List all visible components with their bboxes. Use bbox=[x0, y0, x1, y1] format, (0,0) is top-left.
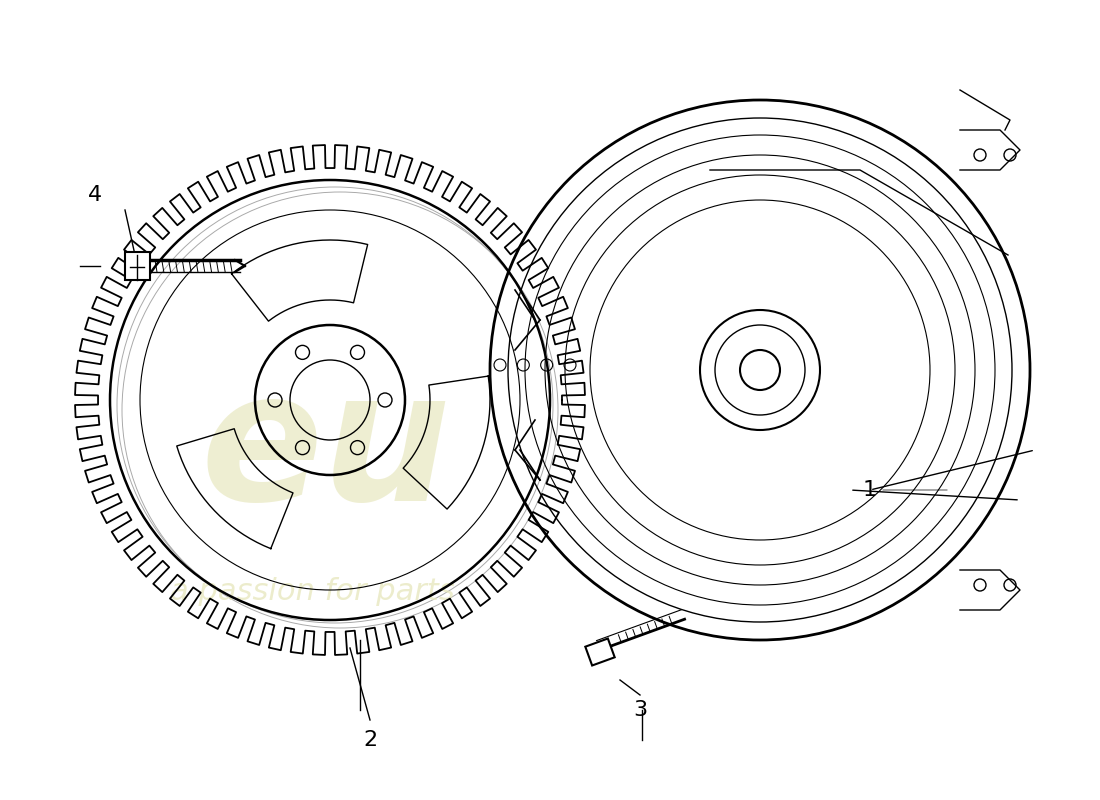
Bar bbox=[585, 638, 615, 666]
Text: eu: eu bbox=[200, 362, 451, 538]
Text: 2: 2 bbox=[363, 730, 377, 750]
Text: 1: 1 bbox=[862, 480, 877, 500]
Text: a passion for parts: a passion for parts bbox=[170, 577, 454, 606]
Text: 4: 4 bbox=[88, 185, 102, 205]
Bar bbox=[125, 252, 150, 280]
Text: 3: 3 bbox=[632, 700, 647, 720]
